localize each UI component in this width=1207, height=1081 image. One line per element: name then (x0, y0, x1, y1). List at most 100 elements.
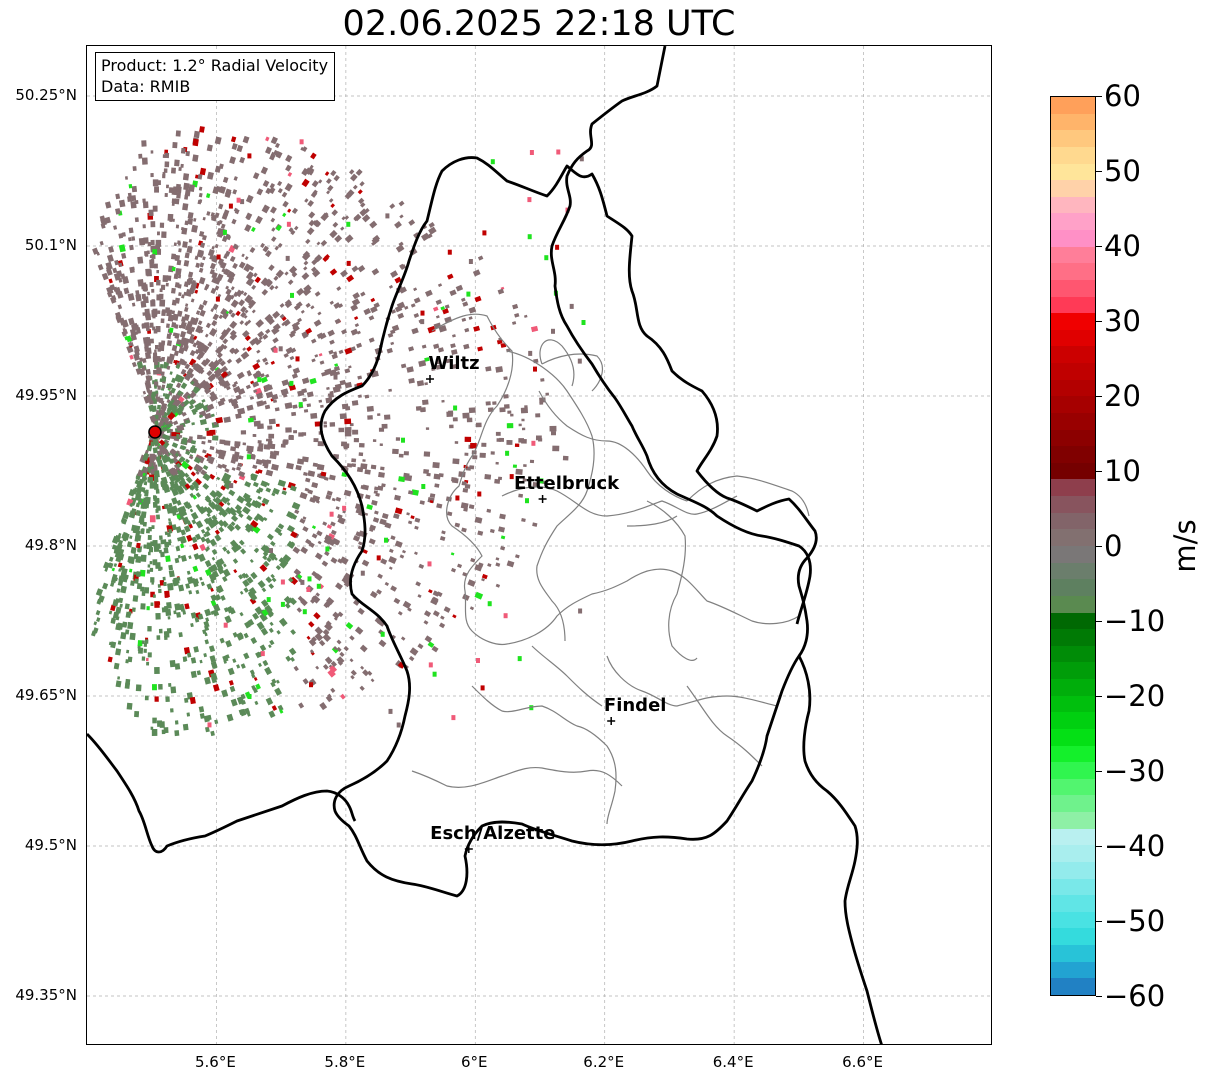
canton-border (471, 645, 617, 825)
colorbar-tick-mark (1096, 696, 1102, 697)
canton-border (411, 685, 763, 788)
colorbar-tick-label: 10 (1104, 454, 1141, 488)
place-label: Findel (604, 695, 667, 716)
colorbar-segment (1051, 295, 1095, 314)
colorbar-segment (1051, 312, 1095, 330)
velocity-colorbar (1050, 96, 1096, 996)
colorbar-segment (1051, 129, 1095, 147)
colorbar-unit-label: m/s (1168, 519, 1202, 573)
radar-site-marker (148, 425, 162, 439)
lat-tick-label: 50.25°N (15, 86, 77, 104)
colorbar-segment (1051, 528, 1095, 546)
canton-border (501, 339, 738, 517)
colorbar-segment (1051, 977, 1095, 995)
colorbar-segment (1051, 329, 1095, 347)
lon-tick-label: 6.6°E (842, 1053, 883, 1071)
colorbar-segment (1051, 711, 1095, 729)
colorbar-segment (1051, 262, 1095, 280)
colorbar-segment (1051, 894, 1095, 912)
colorbar-tick-mark (1096, 621, 1102, 622)
colorbar-tick-label: 60 (1104, 79, 1141, 113)
colorbar-segment (1051, 445, 1095, 463)
colorbar-segment (1051, 495, 1095, 513)
product-info-box: Product: 1.2° Radial Velocity Data: RMIB (95, 52, 336, 101)
colorbar-segment (1051, 878, 1095, 896)
colorbar-segment (1051, 412, 1095, 430)
place-marker: Esch/Alzette (430, 823, 555, 853)
colorbar-tick-label: 40 (1104, 229, 1141, 263)
colorbar-segment (1051, 162, 1095, 181)
colorbar-segment (1051, 645, 1095, 663)
colorbar-segment (1051, 794, 1095, 813)
colorbar-segment (1051, 844, 1095, 862)
colorbar-segment (1051, 695, 1095, 713)
lon-tick-label: 6°E (461, 1053, 488, 1071)
colorbar-tick-label: −60 (1104, 979, 1166, 1013)
colorbar-segment (1051, 545, 1095, 563)
colorbar-tick-mark (1096, 96, 1102, 97)
colorbar-segment (1051, 611, 1095, 630)
colorbar-tick-mark (1096, 771, 1102, 772)
colorbar-segment (1051, 395, 1095, 413)
colorbar-tick-mark (1096, 846, 1102, 847)
map-title: 02.06.2025 22:18 UTC (342, 4, 736, 44)
place-marker: Findel (604, 695, 667, 725)
place-label: Esch/Alzette (430, 823, 555, 844)
colorbar-segment (1051, 927, 1095, 946)
colorbar-segment (1051, 944, 1095, 962)
gridlines (87, 46, 991, 1044)
colorbar-segment (1051, 362, 1095, 380)
lat-tick-label: 50.1°N (24, 236, 77, 254)
germany-east-border (797, 655, 883, 1044)
colorbar-segment (1051, 279, 1095, 297)
colorbar-tick-label: −50 (1104, 904, 1166, 938)
colorbar-tick-mark (1096, 921, 1102, 922)
product-label: Product: 1.2° Radial Velocity (101, 56, 329, 75)
lat-tick-label: 49.5°N (24, 836, 77, 854)
colorbar-segment (1051, 728, 1095, 746)
place-marker: Wiltz (425, 353, 480, 383)
colorbar-segment (1051, 113, 1095, 131)
place-label: Wiltz (428, 353, 479, 374)
colorbar-tick-mark (1096, 471, 1102, 472)
country-borders (87, 46, 883, 1044)
colorbar-segment (1051, 678, 1095, 696)
colorbar-tick-mark (1096, 321, 1102, 322)
place-marker: Ettelbruck (514, 473, 620, 503)
colorbar-segment (1051, 578, 1095, 596)
colorbar-segment (1051, 661, 1095, 680)
lon-tick-label: 5.6°E (195, 1053, 236, 1071)
colorbar-segment (1051, 562, 1095, 580)
colorbar-segment (1051, 911, 1095, 929)
france-belgium-border (87, 733, 357, 854)
colorbar-segment (1051, 761, 1095, 779)
lat-tick-label: 49.8°N (24, 536, 77, 554)
canton-border (431, 313, 800, 646)
colorbar-tick-label: −40 (1104, 829, 1166, 863)
colorbar-segment (1051, 628, 1095, 646)
radar-map[interactable]: Wiltz Ettelbruck Findel Esch/Alzette (86, 45, 992, 1045)
colorbar-segment (1051, 429, 1095, 447)
colorbar-segment (1051, 512, 1095, 530)
data-source-label: Data: RMIB (101, 77, 191, 96)
colorbar-segment (1051, 778, 1095, 796)
canton-border (506, 350, 595, 642)
lon-tick-label: 5.8°E (324, 1053, 366, 1071)
colorbar-segment (1051, 97, 1095, 114)
canton-border (606, 500, 778, 707)
lon-tick-label: 6.4°E (712, 1053, 754, 1071)
colorbar-tick-label: −10 (1104, 604, 1166, 638)
colorbar-segment (1051, 462, 1095, 480)
colorbar-segment (1051, 229, 1095, 247)
lat-tick-label: 49.35°N (15, 986, 77, 1004)
colorbar-tick-label: 0 (1104, 529, 1123, 563)
colorbar-tick-mark (1096, 546, 1102, 547)
map-canvas: Wiltz Ettelbruck Findel Esch/Alzette (87, 46, 991, 1044)
radar-echoes (91, 126, 586, 737)
canton-border (538, 353, 688, 502)
place-label: Ettelbruck (514, 473, 620, 494)
canton-borders (411, 313, 810, 825)
colorbar-segment (1051, 212, 1095, 231)
lat-tick-label: 49.65°N (15, 686, 77, 704)
canton-border (626, 475, 810, 527)
